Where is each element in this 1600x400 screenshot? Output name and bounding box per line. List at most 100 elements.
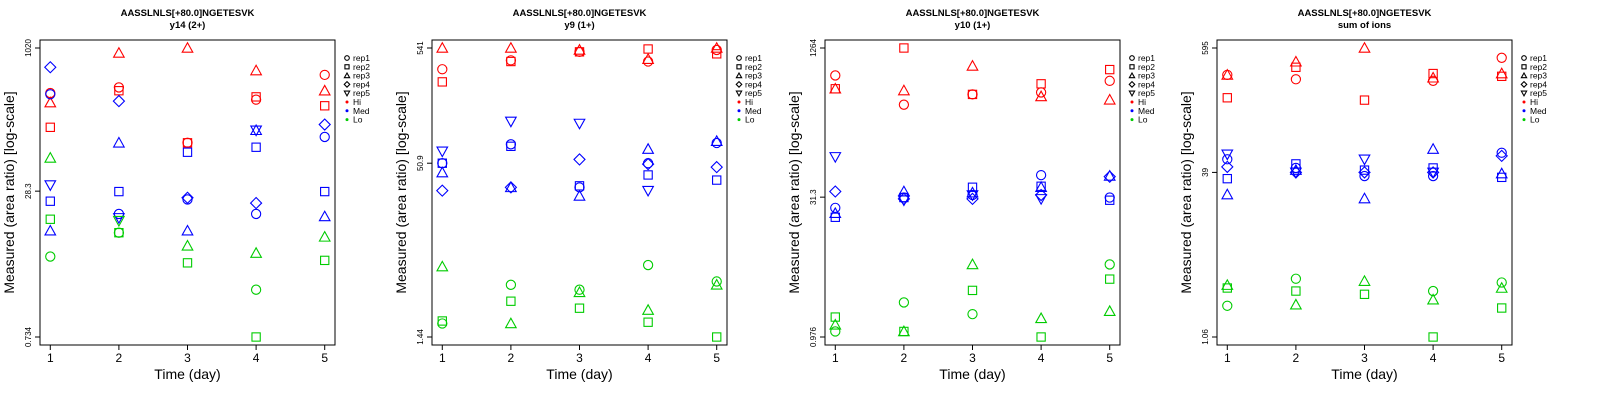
chart-title: AASSLNLS[+80.0]NGETESVK [513,8,647,19]
point-lo-rep3 [1221,278,1234,290]
point-med-rep4 [1358,166,1371,179]
legend-marker-rep3 [1520,71,1528,79]
point-med-rep5 [44,180,57,192]
legend-marker-rep5 [1520,90,1528,97]
point-lo-rep3 [44,151,57,163]
legend-marker-rep2 [1521,64,1527,70]
legend-marker-rep1 [1129,55,1135,61]
x-axis-label: Time (day) [1331,366,1397,382]
point-hi-rep2 [1428,68,1438,79]
point-lo-rep3 [1426,293,1440,305]
point-med-rep3 [1034,180,1048,193]
point-hi-rep2 [45,122,55,132]
point-hi-rep1 [1496,52,1507,63]
y-tick-label: 1264 [809,39,818,57]
point-hi-rep1 [967,89,978,100]
legend-label-hi: Hi [745,97,753,107]
point-hi-rep1 [642,56,654,67]
point-lo-rep1 [113,227,125,238]
point-hi-rep3 [504,41,518,53]
point-lo-rep3 [641,303,655,315]
legend-marker-rep3 [735,71,743,79]
point-lo-rep2 [320,255,330,266]
point-med-rep4 [43,60,57,74]
point-med-rep1 [250,208,262,220]
legend-label-rep4: rep4 [1530,79,1547,89]
legend-marker-rep4 [343,80,351,88]
x-tick-label: 2 [901,351,908,365]
point-med-rep1 [1035,170,1047,181]
x-tick-label: 4 [645,351,652,365]
point-lo-rep3 [829,318,842,330]
y-tick-label: 0.976 [809,326,818,347]
legend-marker-hi [1522,100,1526,104]
x-tick-label: 2 [1293,351,1300,365]
point-med-rep3 [1103,169,1116,181]
point-lo-rep2 [506,296,516,306]
point-med-rep1 [182,194,193,205]
chart-subtitle: y10 (1+) [955,20,991,31]
point-med-rep5 [1034,194,1048,206]
x-axis-label: Time (day) [939,366,1005,382]
legend-label-rep4: rep4 [745,79,762,89]
point-med-rep2 [712,175,722,185]
legend-label-rep2: rep2 [1138,62,1155,72]
legend-label-med: Med [1530,106,1547,116]
y-tick-label: 28.3 [24,183,33,199]
point-lo-rep2 [182,258,193,268]
point-med-rep1 [319,131,330,143]
point-lo-rep2 [1497,303,1507,313]
point-lo-rep1 [967,308,978,320]
legend-label-med: Med [1138,106,1155,116]
point-med-rep3 [1495,167,1508,179]
legend-label-rep3: rep3 [1530,71,1547,81]
point-hi-rep3 [1221,68,1234,80]
point-lo-rep2 [45,214,55,224]
legend-marker-lo [1522,118,1526,122]
point-med-rep1 [711,137,722,149]
legend-label-med: Med [745,106,762,116]
chart-subtitle: y14 (2+) [170,20,206,31]
point-lo-rep1 [574,284,585,295]
x-tick-label: 2 [116,351,123,365]
y-axis-label: Measured (area ratio) [log-scale] [393,91,409,293]
legend-label-rep4: rep4 [353,79,370,89]
point-hi-rep1 [830,70,841,81]
legend-marker-hi [737,100,741,104]
point-lo-rep1 [1222,300,1233,311]
point-hi-rep2 [251,92,261,102]
point-med-rep4 [1495,149,1509,163]
point-lo-rep1 [642,259,654,271]
x-tick-label: 5 [713,351,720,365]
point-lo-rep3 [181,239,194,251]
x-axis-label: Time (day) [546,366,612,382]
point-lo-rep2 [1036,332,1046,342]
legend-marker-med [1130,109,1134,113]
point-hi-rep3 [1358,41,1371,53]
point-hi-rep3 [1426,71,1440,83]
legend-label-rep5: rep5 [1138,88,1155,98]
point-lo-rep5 [112,215,126,228]
legend-marker-rep5 [1128,90,1136,97]
point-med-rep4 [828,185,842,198]
point-med-rep4 [897,192,911,206]
point-hi-rep3 [112,46,126,58]
point-med-rep3 [641,142,655,154]
legend-label-rep5: rep5 [745,88,762,98]
point-lo-rep3 [573,285,586,298]
chart-title: AASSLNLS[+80.0]NGETESVK [1298,8,1432,19]
point-hi-rep3 [1495,67,1508,79]
point-lo-rep1 [711,276,722,287]
point-med-rep3 [181,224,194,236]
point-hi-rep1 [1104,75,1115,86]
point-lo-rep2 [830,312,840,322]
point-hi-rep3 [966,59,979,71]
plot-frame [824,39,1121,346]
point-med-rep2 [45,196,55,206]
point-lo-rep3 [897,325,911,337]
point-lo-rep2 [712,332,722,342]
point-med-rep2 [643,170,653,180]
legend-label-lo: Lo [1138,115,1148,125]
point-hi-rep1 [1290,74,1302,85]
